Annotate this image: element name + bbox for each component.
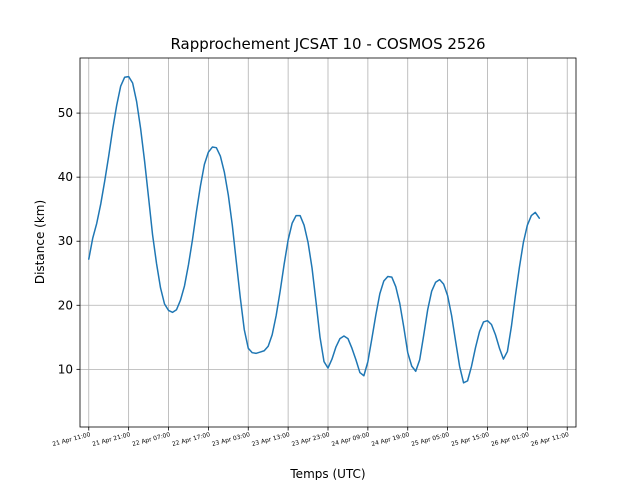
- series-layer: [88, 75, 541, 384]
- x-tick-label: 22 Apr 07:00: [131, 431, 171, 448]
- series-line: [88, 75, 541, 384]
- y-axis-label: Distance (km): [33, 200, 47, 284]
- x-tick-label: 25 Apr 05:00: [411, 431, 451, 448]
- grid-layer: [80, 58, 576, 427]
- x-tick-label: 26 Apr 01:00: [490, 431, 530, 448]
- tick-layer: 21 Apr 11:00 21 Apr 21:00 22 Apr 07:00 22 A…: [52, 106, 570, 448]
- x-tick-label: 25 Apr 15:00: [450, 431, 490, 448]
- x-axis-label: Temps (UTC): [289, 467, 365, 480]
- x-tick-label: 24 Apr 19:00: [371, 431, 411, 448]
- y-tick-label: 10: [58, 362, 73, 376]
- x-tick-label: 23 Apr 23:00: [291, 431, 331, 448]
- x-tick-label: 24 Apr 09:00: [331, 431, 371, 448]
- y-tick-label: 20: [58, 298, 73, 312]
- x-tick-label: 21 Apr 11:00: [52, 431, 92, 448]
- x-tick-label: 21 Apr 21:00: [92, 431, 132, 448]
- x-tick-label: 23 Apr 03:00: [211, 431, 251, 448]
- y-tick-label: 30: [58, 234, 73, 248]
- x-tick-label: 26 Apr 11:00: [530, 431, 570, 448]
- y-tick-label: 40: [58, 170, 73, 184]
- y-tick-label: 50: [58, 106, 73, 120]
- x-tick-label: 23 Apr 13:00: [251, 431, 291, 448]
- x-tick-label: 22 Apr 17:00: [171, 431, 211, 448]
- chart-title: Rapprochement JCSAT 10 - COSMOS 2526: [170, 35, 485, 53]
